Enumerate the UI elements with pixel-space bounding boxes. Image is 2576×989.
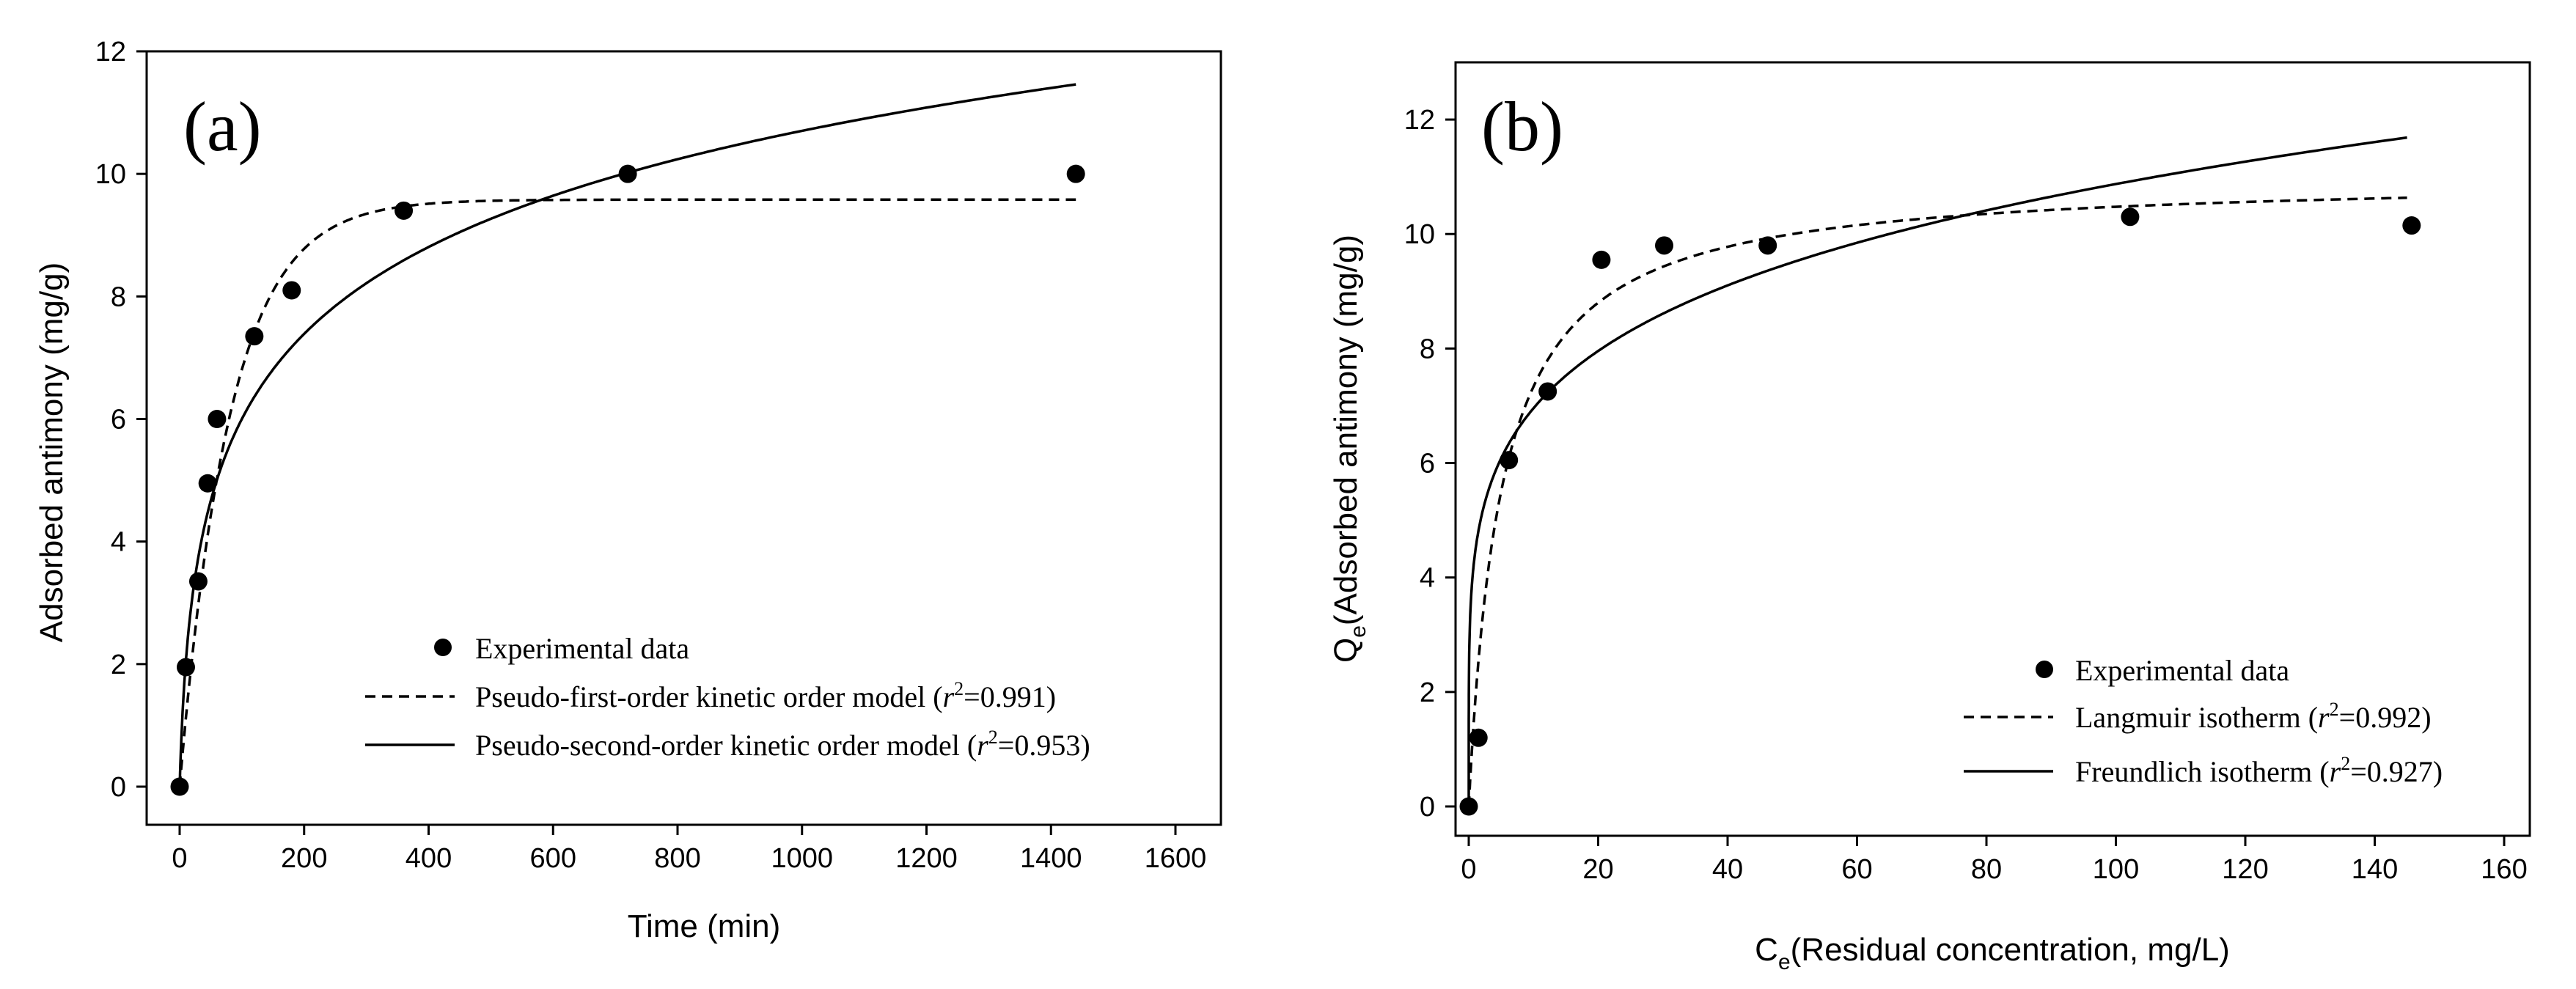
panel-b-y-tick-label: 8 (1420, 334, 1435, 364)
panel-b-y-axis-title: Qe(Adsorbed antimony (mg/g) (1328, 235, 1370, 663)
panel-a: 0 200 400 600 800 1000 1200 1400 1600 024681012 … (34, 37, 1222, 944)
panel-b-x-tick-label: 40 (1712, 854, 1743, 885)
panel-a-data-point (395, 201, 414, 220)
panel-a-y-ticks: 0 2 4 6 8 10 12 (95, 37, 147, 803)
panel-a-x-tick-label: 200 (281, 843, 327, 874)
panel-b: 0 20 40 60 80 100 120 140 160 0 2 4 6 8 10 12 (b) Ce(R… (1328, 61, 2531, 974)
panel-b-x-tick-label: 60 (1841, 854, 1872, 885)
panel-a-y-tick-label: 10 (95, 159, 126, 190)
panel-a-data-point (208, 410, 227, 428)
panel-b-x-tick-label: 100 (2093, 854, 2139, 885)
panel-b-data-point (1500, 451, 1519, 470)
panel-b-y-tick-label: 4 (1420, 563, 1435, 594)
panel-b-langmuir-curve (1467, 196, 2407, 806)
panel-b-legend-label-experimental: Experimental data (2075, 654, 2289, 687)
panel-a-x-axis-title: Time (min) (628, 908, 781, 944)
panel-b-data-point (1538, 382, 1557, 401)
panel-a-data-point (618, 164, 637, 183)
panel-a-data-point (188, 572, 208, 591)
panel-b-y-tick-label: 0 (1420, 792, 1435, 823)
panel-a-legend-label-pfo: Pseudo-first-order kinetic order model (… (475, 678, 1056, 713)
panel-a-data-point (176, 658, 195, 677)
panel-a-x-tick-label: 800 (654, 843, 700, 874)
panel-a-label: (a) (183, 87, 262, 166)
panel-b-x-tick-label: 0 (1461, 854, 1476, 885)
panel-b-y-tick-label: 12 (1404, 105, 1435, 136)
panel-a-x-tick-label: 1400 (1020, 843, 1082, 874)
panel-a-legend-label-psd: Pseudo-second-order kinetic order model … (475, 727, 1090, 762)
panel-a-data-point (282, 281, 301, 300)
panel-a-data-point (1066, 164, 1085, 183)
panel-a-y-tick-label: 0 (111, 772, 126, 803)
panel-a-x-tick-label: 600 (530, 843, 576, 874)
panel-b-data-point (1592, 250, 1611, 269)
panel-a-pseudo-first-order-curve (178, 198, 1076, 787)
panel-b-y-tick-label: 6 (1420, 449, 1435, 479)
panel-a-x-tick-label: 1200 (895, 843, 958, 874)
panel-b-freundlich-curve (1467, 136, 2407, 806)
panel-a-x-tick-label: 1000 (771, 843, 833, 874)
panel-a-plot-frame (145, 50, 1222, 826)
panel-b-data-point (1469, 728, 1488, 747)
panel-a-experimental-points (170, 164, 1085, 796)
panel-b-y-tick-label: 10 (1404, 219, 1435, 250)
panel-a-data-point (198, 474, 217, 493)
panel-b-x-tick-label: 20 (1582, 854, 1613, 885)
panel-a-data-point (170, 777, 189, 796)
panel-b-legend-label-freundlich: Freundlich isotherm (r2=0.927) (2075, 753, 2443, 788)
panel-b-y-tick-label: 2 (1420, 677, 1435, 708)
panel-a-y-tick-label: 2 (111, 650, 126, 680)
panel-b-x-ticks: 0 20 40 60 80 100 120 140 160 (1461, 836, 2528, 885)
panel-b-plot-frame (1454, 61, 2531, 837)
panel-a-y-axis-title: Adsorbed antimony (mg/g) (34, 262, 70, 642)
panel-b-x-tick-label: 160 (2481, 854, 2527, 885)
panel-a-pseudo-second-order-curve (178, 83, 1076, 787)
panel-b-data-point (1459, 797, 1478, 816)
panel-b-experimental-points (1459, 207, 2421, 816)
panel-b-x-axis-title: Ce(Residual concentration, mg/L) (1755, 932, 2230, 974)
panel-b-data-point (2121, 207, 2140, 227)
panel-b-legend-label-langmuir: Langmuir isotherm (r2=0.992) (2075, 699, 2432, 734)
panel-b-x-tick-label: 80 (1971, 854, 2002, 885)
panel-a-y-tick-label: 6 (111, 405, 126, 435)
panel-a-data-point (245, 327, 264, 346)
panel-a-x-tick-label: 1600 (1145, 843, 1207, 874)
panel-a-legend: Experimental data Pseudo-first-order kin… (365, 632, 1090, 762)
panel-b-data-point (1758, 236, 1777, 255)
panel-a-x-tick-label: 0 (172, 843, 187, 874)
panel-b-data-point (1655, 236, 1674, 255)
panel-b-y-ticks: 0 2 4 6 8 10 12 (1404, 105, 1456, 823)
panel-a-x-tick-label: 400 (406, 843, 452, 874)
panel-b-legend: Experimental data Langmuir isotherm (r2=… (1964, 654, 2443, 788)
panel-a-legend-marker-points (434, 639, 452, 656)
panel-b-x-tick-label: 140 (2352, 854, 2398, 885)
panel-b-x-tick-label: 120 (2222, 854, 2268, 885)
panel-a-x-ticks: 0 200 400 600 800 1000 1200 1400 1600 (172, 825, 1206, 874)
panel-b-legend-marker-points (2036, 661, 2053, 678)
panel-b-data-point (2402, 216, 2421, 235)
panel-a-legend-label-experimental: Experimental data (475, 632, 689, 665)
panel-b-label: (b) (1481, 87, 1563, 166)
panel-a-y-tick-label: 8 (111, 282, 126, 312)
panel-a-y-tick-label: 4 (111, 527, 126, 558)
panel-a-y-tick-label: 12 (95, 37, 126, 67)
